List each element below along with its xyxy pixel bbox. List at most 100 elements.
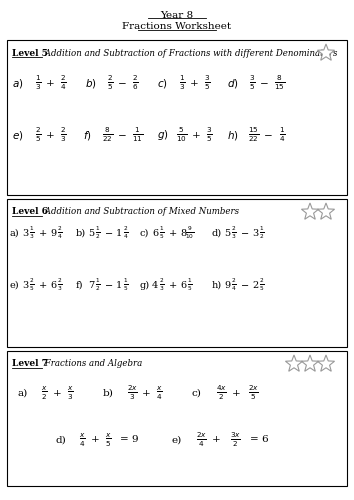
Text: $-$: $-$ xyxy=(263,130,273,140)
Text: $\frac{1}{3}$: $\frac{1}{3}$ xyxy=(29,225,34,241)
Polygon shape xyxy=(318,355,335,372)
Text: = 9: = 9 xyxy=(120,436,139,444)
Text: $\frac{3x}{2}$: $\frac{3x}{2}$ xyxy=(229,431,240,449)
Text: d): d) xyxy=(212,228,222,237)
Text: $\frac{2}{3}$: $\frac{2}{3}$ xyxy=(231,225,236,241)
Text: g): g) xyxy=(140,280,150,289)
Text: $-$: $-$ xyxy=(104,280,114,289)
Text: $d)$: $d)$ xyxy=(227,76,239,90)
Polygon shape xyxy=(318,203,335,220)
Text: $\frac{2}{5}$: $\frac{2}{5}$ xyxy=(107,74,113,92)
Text: $\frac{2}{5}$: $\frac{2}{5}$ xyxy=(29,277,34,293)
Text: +: + xyxy=(39,228,47,237)
Text: $\frac{1}{3}$: $\frac{1}{3}$ xyxy=(179,74,185,92)
Text: $\frac{2}{5}$: $\frac{2}{5}$ xyxy=(35,126,41,144)
Text: $c)$: $c)$ xyxy=(157,76,168,90)
Text: +: + xyxy=(212,436,221,444)
Bar xyxy=(7,199,347,347)
Text: $\frac{2}{4}$: $\frac{2}{4}$ xyxy=(60,74,66,92)
Text: 1: 1 xyxy=(116,228,122,237)
Text: = 6: = 6 xyxy=(250,436,269,444)
Text: Level 5: Level 5 xyxy=(12,48,48,58)
Text: +: + xyxy=(39,280,47,289)
Text: 3: 3 xyxy=(22,280,28,289)
Text: 6: 6 xyxy=(180,280,186,289)
Polygon shape xyxy=(302,355,319,372)
Text: $-$: $-$ xyxy=(259,78,269,88)
Text: $\frac{1}{5}$: $\frac{1}{5}$ xyxy=(187,277,192,293)
Text: $\frac{x}{3}$: $\frac{x}{3}$ xyxy=(67,384,73,402)
Text: $\frac{2}{4}$: $\frac{2}{4}$ xyxy=(231,277,236,293)
Text: 5: 5 xyxy=(88,228,94,237)
Bar xyxy=(7,40,347,195)
Text: 5: 5 xyxy=(224,228,230,237)
Text: $\frac{15}{22}$: $\frac{15}{22}$ xyxy=(249,126,259,144)
Text: $\frac{2x}{3}$: $\frac{2x}{3}$ xyxy=(126,384,137,402)
Text: $\frac{1}{2}$: $\frac{1}{2}$ xyxy=(259,225,264,241)
Text: 9: 9 xyxy=(224,280,230,289)
Text: e): e) xyxy=(10,280,19,289)
Text: 3: 3 xyxy=(22,228,28,237)
Text: 4: 4 xyxy=(152,280,158,289)
Text: 7: 7 xyxy=(88,280,94,289)
Text: +: + xyxy=(169,228,177,237)
Text: +: + xyxy=(192,130,200,140)
Text: +: + xyxy=(169,280,177,289)
Text: $\frac{1}{5}$: $\frac{1}{5}$ xyxy=(159,225,164,241)
Text: f): f) xyxy=(76,280,84,289)
Text: $-$: $-$ xyxy=(240,280,250,289)
Text: $\frac{2}{3}$: $\frac{2}{3}$ xyxy=(60,126,66,144)
Text: $-$: $-$ xyxy=(240,228,250,237)
Text: +: + xyxy=(232,388,240,398)
Text: $\frac{2}{3}$: $\frac{2}{3}$ xyxy=(57,277,62,293)
Text: c): c) xyxy=(192,388,202,398)
Text: $\frac{2}{3}$: $\frac{2}{3}$ xyxy=(159,277,164,293)
Text: $\frac{1}{11}$: $\frac{1}{11}$ xyxy=(132,126,144,144)
Text: Addition and Subtraction of Fractions with different Denominators: Addition and Subtraction of Fractions wi… xyxy=(42,48,337,58)
Bar xyxy=(7,351,347,486)
Text: 6: 6 xyxy=(50,280,56,289)
Text: $g)$: $g)$ xyxy=(157,128,169,142)
Text: $-$: $-$ xyxy=(104,228,114,237)
Text: $-$: $-$ xyxy=(117,78,127,88)
Text: $\frac{9}{10}$: $\frac{9}{10}$ xyxy=(185,225,194,241)
Text: $\frac{5}{10}$: $\frac{5}{10}$ xyxy=(176,126,188,144)
Text: +: + xyxy=(53,388,61,398)
Text: 6: 6 xyxy=(152,228,158,237)
Text: $a)$: $a)$ xyxy=(12,76,23,90)
Text: Level 6: Level 6 xyxy=(12,208,48,216)
Text: $-$: $-$ xyxy=(117,130,127,140)
Text: $\frac{3}{5}$: $\frac{3}{5}$ xyxy=(249,74,255,92)
Text: c): c) xyxy=(140,228,149,237)
Text: $b)$: $b)$ xyxy=(85,76,97,90)
Text: $\frac{x}{4}$: $\frac{x}{4}$ xyxy=(156,384,162,402)
Text: $\frac{1}{3}$: $\frac{1}{3}$ xyxy=(35,74,41,92)
Text: Fractions Worksheet: Fractions Worksheet xyxy=(122,22,232,32)
Text: $\frac{2x}{5}$: $\frac{2x}{5}$ xyxy=(247,384,258,402)
Text: $\frac{1}{5}$: $\frac{1}{5}$ xyxy=(122,277,129,293)
Text: $\frac{2x}{4}$: $\frac{2x}{4}$ xyxy=(195,431,206,449)
Text: $\frac{8}{22}$: $\frac{8}{22}$ xyxy=(102,126,114,144)
Text: $\frac{x}{2}$: $\frac{x}{2}$ xyxy=(41,384,47,402)
Text: a): a) xyxy=(10,228,19,237)
Text: d): d) xyxy=(55,436,66,444)
Text: $\frac{1}{2}$: $\frac{1}{2}$ xyxy=(95,225,101,241)
Text: $\frac{1}{2}$: $\frac{1}{2}$ xyxy=(95,277,101,293)
Text: 3: 3 xyxy=(252,228,258,237)
Text: +: + xyxy=(190,78,198,88)
Polygon shape xyxy=(302,203,319,220)
Text: h): h) xyxy=(212,280,222,289)
Text: +: + xyxy=(46,78,55,88)
Text: 1: 1 xyxy=(116,280,122,289)
Text: Fractions and Algebra: Fractions and Algebra xyxy=(42,360,142,368)
Text: $\frac{2}{5}$: $\frac{2}{5}$ xyxy=(259,277,264,293)
Text: a): a) xyxy=(18,388,28,398)
Text: $\frac{x}{4}$: $\frac{x}{4}$ xyxy=(79,432,85,448)
Text: 2: 2 xyxy=(252,280,258,289)
Text: b): b) xyxy=(103,388,114,398)
Text: $\frac{3}{5}$: $\frac{3}{5}$ xyxy=(206,126,212,144)
Text: Year 8: Year 8 xyxy=(160,10,194,20)
Text: $e)$: $e)$ xyxy=(12,128,23,141)
Text: +: + xyxy=(46,130,55,140)
Text: $\frac{2}{4}$: $\frac{2}{4}$ xyxy=(57,225,62,241)
